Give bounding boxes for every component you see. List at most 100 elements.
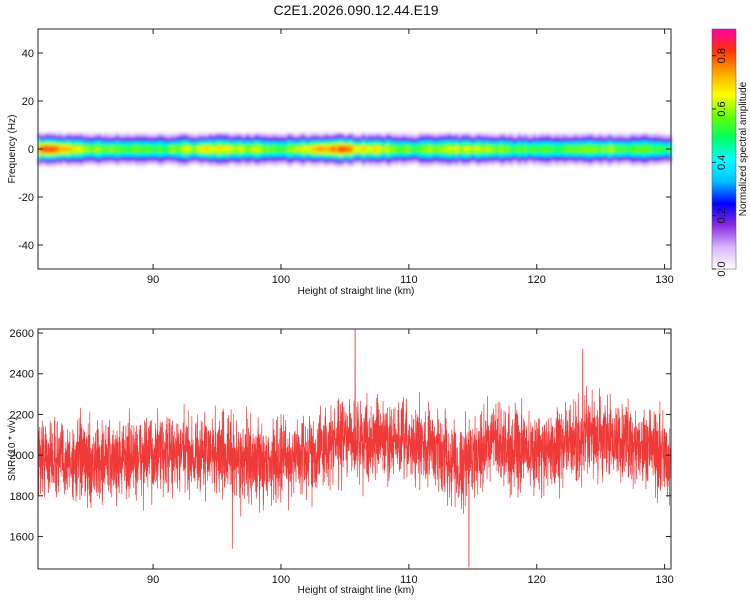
spectrogram-cell xyxy=(53,132,57,135)
spectrogram-cell xyxy=(494,159,498,162)
spectrogram-x-label: Height of straight line (km) xyxy=(298,286,415,297)
spectrogram-cell xyxy=(629,142,633,145)
spectrogram-cell xyxy=(68,149,72,152)
spectrogram-cell xyxy=(476,158,480,161)
spectrogram-cell xyxy=(251,158,255,161)
spectrogram-cell xyxy=(92,139,96,142)
spectrogram-cell xyxy=(425,153,429,156)
spectrogram-cell xyxy=(221,132,225,135)
spectrogram-cell xyxy=(404,161,408,164)
spectrogram-cell xyxy=(182,139,186,142)
spectrogram-cell xyxy=(83,146,87,149)
spectrogram-cell xyxy=(200,144,204,147)
spectrogram-cell xyxy=(518,136,522,139)
spectrogram-cell xyxy=(296,148,300,150)
spectrogram-cell xyxy=(338,136,342,139)
spectrogram-cell xyxy=(248,163,252,166)
spectrogram-cell xyxy=(41,134,45,137)
spectrogram-cell xyxy=(347,159,351,162)
spectrogram-cell xyxy=(167,154,171,157)
spectrogram-cell xyxy=(215,148,219,150)
spectrogram-cell xyxy=(461,149,465,152)
spectrogram-cell xyxy=(479,158,483,161)
spectrogram-cell xyxy=(155,137,159,140)
spectrogram-cell xyxy=(428,144,432,147)
spectrogram-cell xyxy=(209,163,213,166)
spectrogram-cell xyxy=(128,154,132,157)
spectrogram-cell xyxy=(656,158,660,161)
spectrogram-cell xyxy=(44,139,48,142)
spectrogram-cell xyxy=(647,141,651,144)
spectrogram-cell xyxy=(113,149,117,152)
spectrogram-cell xyxy=(314,158,318,161)
spectrogram-cell xyxy=(653,132,657,135)
spectrogram-cell xyxy=(494,142,498,145)
spectrogram-cell xyxy=(137,156,141,159)
spectrogram-cell xyxy=(161,154,165,157)
spectrogram-cell xyxy=(398,151,402,154)
spectrogram-cell xyxy=(395,159,399,162)
spectrogram-cell xyxy=(248,141,252,144)
spectrogram-cell xyxy=(341,137,345,140)
spectrogram-cell xyxy=(518,134,522,137)
spectrogram-cell xyxy=(47,153,51,156)
spectrogram-cell xyxy=(350,142,354,145)
spectrogram-cell xyxy=(383,136,387,139)
spectrogram-cell xyxy=(554,163,558,166)
spectrogram-cell xyxy=(578,144,582,147)
spectrogram-cell xyxy=(368,141,372,144)
spectrogram-cell xyxy=(248,154,252,157)
spectrogram-cell xyxy=(590,153,594,156)
spectrogram-cell xyxy=(80,161,84,164)
spectrogram-cell xyxy=(92,141,96,144)
spectrogram-cell xyxy=(173,161,177,164)
spectrogram-cell xyxy=(113,154,117,157)
spectrogram-cell xyxy=(440,158,444,161)
spectrogram-cell xyxy=(566,156,570,159)
spectrogram-cell xyxy=(605,134,609,137)
spectrogram-cell xyxy=(545,154,549,157)
spectrogram-cell xyxy=(356,149,360,152)
spectrogram-cell xyxy=(62,153,66,156)
spectrogram-cell xyxy=(632,134,636,137)
spectrogram-cell xyxy=(440,142,444,145)
spectrogram-cell xyxy=(125,139,129,142)
spectrogram-cell xyxy=(650,136,654,139)
spectrogram-cell xyxy=(227,134,231,137)
spectrogram-cell xyxy=(278,161,282,164)
spectrogram-cell xyxy=(416,161,420,164)
spectrogram-cell xyxy=(434,153,438,156)
spectrogram-cell xyxy=(98,163,102,166)
spectrogram-cell xyxy=(116,163,120,166)
spectrogram-cell xyxy=(206,137,210,140)
spectrogram-cell xyxy=(560,154,564,157)
spectrogram-cell xyxy=(638,156,642,159)
spectrogram-cell xyxy=(104,132,108,135)
spectrogram-cell xyxy=(599,137,603,140)
spectrogram-cell xyxy=(659,144,663,147)
spectrogram-cell xyxy=(404,139,408,142)
spectrogram-cell xyxy=(188,142,192,145)
spectrogram-cell xyxy=(209,137,213,140)
spectrogram-cell xyxy=(128,153,132,156)
spectrogram-cell xyxy=(170,142,174,145)
spectrogram-cell xyxy=(221,137,225,140)
spectrogram-cell xyxy=(179,132,183,135)
spectrogram-cell xyxy=(434,149,438,152)
spectrogram-cell xyxy=(116,136,120,139)
snr-x-tick-label: 120 xyxy=(528,574,546,586)
spectrogram-cell xyxy=(149,156,153,159)
spectrogram-cell xyxy=(290,163,294,166)
spectrogram-cell xyxy=(542,151,546,154)
spectrogram-cell xyxy=(515,137,519,140)
spectrogram-cell xyxy=(263,137,267,140)
spectrogram-cell xyxy=(587,148,591,150)
spectrogram-cell xyxy=(503,151,507,154)
spectrogram-cell xyxy=(419,142,423,145)
spectrogram-cell xyxy=(614,132,618,135)
spectrogram-cell xyxy=(617,163,621,166)
spectrogram-cell xyxy=(371,154,375,157)
spectrogram-cell xyxy=(266,146,270,149)
spectrogram-cell xyxy=(620,148,624,150)
